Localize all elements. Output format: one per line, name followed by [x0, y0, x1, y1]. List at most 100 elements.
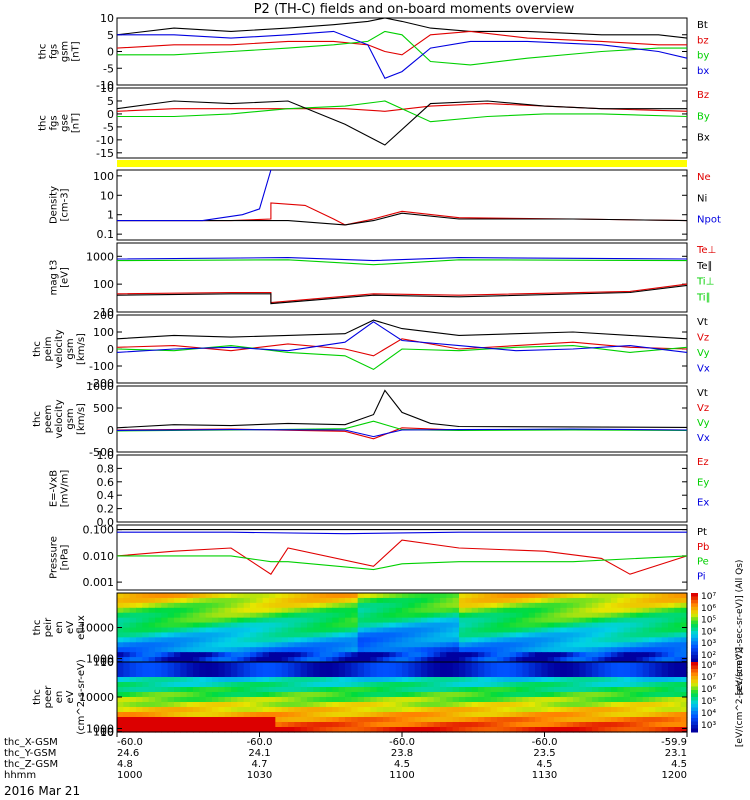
heatmap-cell [408, 597, 416, 604]
heatmap-cell [668, 697, 675, 703]
heatmap-cell [307, 607, 314, 614]
heatmap-cell [585, 593, 593, 599]
heatmap-cell [680, 637, 688, 643]
heatmap-cell [566, 597, 574, 604]
heatmap-cell [174, 607, 181, 614]
heatmap-cell [288, 632, 295, 638]
heatmap-cell [554, 597, 561, 604]
heatmap-cell [186, 607, 194, 614]
heatmap-cell [642, 597, 650, 604]
heatmap-cell [440, 617, 447, 624]
y-tick-label: -500 [89, 446, 114, 459]
heatmap-cell [161, 727, 169, 733]
heatmap-cell [611, 622, 618, 629]
heatmap-cell [661, 682, 669, 688]
legend-entry: Ti∥ [696, 292, 711, 303]
heatmap-cell [364, 677, 371, 683]
heatmap-cell [199, 637, 207, 643]
heatmap-cell [509, 717, 517, 723]
heatmap-cell [395, 717, 403, 723]
heatmap-cell [497, 637, 504, 643]
heatmap-cell [465, 717, 473, 723]
heatmap-cell [560, 637, 568, 643]
heatmap-cell [573, 627, 580, 634]
y-axis-label: thc [32, 620, 43, 636]
heatmap-cell [566, 677, 574, 683]
heatmap-cell [193, 692, 200, 698]
heatmap-cell [668, 682, 675, 688]
heatmap-cell [161, 597, 169, 604]
heatmap-cell [497, 617, 504, 624]
heatmap-cell [123, 697, 131, 703]
heatmap-cell [269, 722, 276, 728]
heatmap-cell [604, 702, 612, 708]
heatmap-cell [668, 622, 675, 629]
heatmap-cell [452, 617, 460, 624]
heatmap-cell [307, 642, 314, 648]
heatmap-cell [440, 593, 447, 599]
heatmap-cell [224, 712, 232, 718]
heatmap-cell [129, 697, 137, 703]
heatmap-cell [212, 722, 219, 728]
heatmap-cell [649, 593, 656, 599]
heatmap-cell [649, 602, 656, 609]
heatmap-cell [630, 612, 637, 619]
heatmap-cell [414, 682, 422, 688]
heatmap-cell [516, 672, 523, 678]
heatmap-cell [497, 717, 504, 723]
heatmap-cell [680, 642, 688, 648]
heatmap-cell [649, 702, 656, 708]
heatmap-cell [338, 637, 346, 643]
heatmap-cell [155, 727, 162, 733]
heatmap-cell [231, 652, 238, 658]
heatmap-cell [535, 662, 542, 668]
heatmap-cell [262, 607, 270, 614]
heatmap-cell [452, 682, 460, 688]
heatmap-cell [642, 593, 650, 599]
heatmap-cell [440, 607, 447, 614]
heatmap-cell [307, 717, 314, 723]
heatmap-cell [212, 692, 219, 698]
heatmap-cell [123, 677, 131, 683]
heatmap-cell [408, 662, 416, 668]
heatmap-cell [243, 607, 251, 614]
heatmap-cell [484, 672, 492, 678]
heatmap-cell [155, 662, 162, 668]
y-tick-label: 0.001 [83, 576, 115, 589]
heatmap-cell [262, 632, 270, 638]
heatmap-cell [376, 657, 384, 663]
heatmap-cell [421, 687, 428, 693]
y-tick-label: 1000 [86, 653, 114, 666]
heatmap-cell [471, 667, 479, 673]
heatmap-cell [630, 722, 637, 728]
heatmap-cell [300, 627, 308, 634]
heatmap-cell [161, 617, 169, 624]
heatmap-cell [516, 602, 523, 609]
heatmap-cell [256, 692, 264, 698]
heatmap-cell [174, 652, 181, 658]
heatmap-cell [541, 612, 549, 619]
heatmap-cell [617, 717, 625, 723]
heatmap-cell [148, 622, 156, 629]
heatmap-cell [427, 682, 435, 688]
heatmap-cell [180, 622, 188, 629]
heatmap-cell [357, 642, 365, 648]
heatmap-cell [668, 652, 675, 658]
y-axis-label: [nT] [71, 113, 82, 133]
heatmap-cell [592, 667, 599, 673]
heatmap-cell [123, 687, 131, 693]
heatmap-cell [585, 707, 593, 713]
heatmap-cell [294, 677, 302, 683]
heatmap-cell [598, 602, 606, 609]
heatmap-cell [604, 712, 612, 718]
heatmap-cell [427, 607, 435, 614]
heatmap-cell [300, 727, 308, 733]
heatmap-cell [243, 657, 251, 663]
heatmap-cell [421, 682, 428, 688]
heatmap-cell [541, 702, 549, 708]
heatmap-cell [269, 717, 276, 723]
heatmap-cell [389, 672, 397, 678]
heatmap-cell [395, 652, 403, 658]
ephemeris-value: 4.8 [117, 759, 133, 770]
